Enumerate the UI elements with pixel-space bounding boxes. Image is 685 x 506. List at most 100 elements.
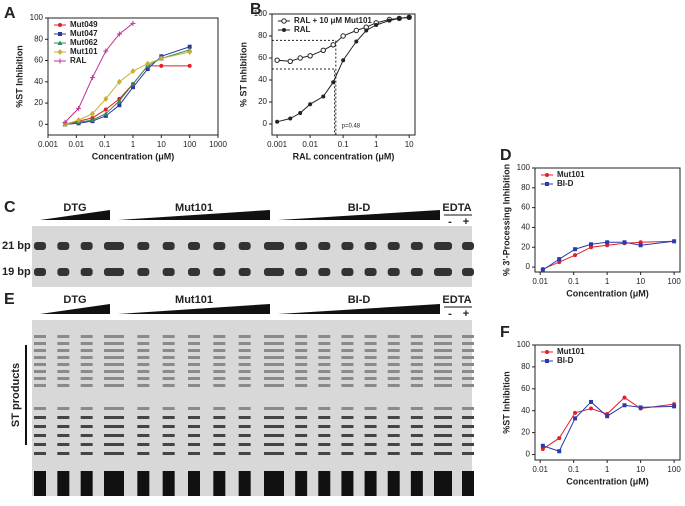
gel-band — [387, 434, 400, 437]
gel-band — [57, 335, 70, 338]
data-point — [130, 20, 136, 26]
x-axis-title: Concentration (μM) — [566, 288, 649, 298]
gel-band — [80, 242, 93, 250]
gel-band — [112, 363, 124, 366]
group-label: BI-D — [348, 202, 371, 214]
data-point — [341, 58, 346, 63]
gel-band — [341, 342, 354, 345]
gel-band — [238, 268, 251, 276]
gel-band — [57, 356, 70, 359]
gel-band — [104, 370, 116, 373]
gel-band — [295, 377, 308, 380]
panel-label: E — [4, 291, 15, 308]
data-point — [540, 443, 545, 448]
data-point — [297, 55, 303, 61]
legend-label: BI-D — [557, 179, 574, 188]
gel-band — [318, 425, 331, 428]
gel-band — [272, 268, 284, 276]
data-point — [331, 80, 336, 85]
concentration-wedge — [278, 210, 440, 220]
gel-band — [462, 471, 474, 496]
gel-band — [80, 370, 93, 373]
data-point — [116, 98, 122, 103]
gel-band — [295, 370, 308, 373]
gel-band — [341, 452, 354, 455]
gel-band — [112, 443, 124, 446]
legend-label: RAL — [294, 25, 311, 34]
gel-band — [318, 363, 331, 366]
data-point — [340, 33, 346, 39]
gel-band — [80, 349, 93, 352]
gel-band — [295, 363, 308, 366]
gel-band — [387, 370, 400, 373]
gel-band — [34, 416, 46, 419]
gel-band — [112, 407, 124, 410]
data-point — [540, 447, 545, 452]
gel-band — [364, 384, 377, 387]
gel-band — [57, 452, 70, 455]
y-axis-title: % ST Inhibition — [238, 42, 248, 107]
gel-band — [137, 425, 150, 428]
gel-band — [272, 443, 284, 446]
gel-band — [410, 384, 423, 387]
gel-band — [364, 471, 377, 496]
annotation: p=0.48 — [342, 124, 361, 130]
y-tick-label: 40 — [34, 77, 43, 86]
gel-band — [238, 443, 251, 446]
side-label: ST products — [10, 363, 22, 427]
panel-label: B — [250, 1, 262, 18]
gel-band — [272, 363, 284, 366]
gel-band — [440, 384, 452, 387]
control-label: + — [463, 216, 469, 228]
x-tick-label: 1 — [605, 277, 610, 286]
gel-band — [34, 434, 46, 437]
data-point — [557, 257, 562, 262]
gel-band — [188, 268, 200, 276]
gel-band — [341, 407, 354, 410]
gel-band — [387, 407, 400, 410]
gel-band — [318, 342, 331, 345]
data-point — [116, 78, 122, 85]
data-point — [622, 240, 627, 245]
gel-band — [440, 342, 452, 345]
gel-band — [34, 443, 46, 446]
gel-band — [112, 356, 124, 359]
gel-band — [410, 356, 423, 359]
gel-band — [341, 356, 354, 359]
gel-band — [238, 407, 251, 410]
gel-band — [80, 443, 93, 446]
x-axis-title: RAL concentration (μM) — [293, 151, 395, 161]
gel-band — [272, 370, 284, 373]
y-tick-label: 100 — [517, 163, 531, 172]
gel-band — [364, 268, 377, 276]
gel-band — [387, 452, 400, 455]
legend-label: BI-D — [557, 356, 574, 365]
gel-band — [57, 434, 70, 437]
gel-band — [112, 349, 124, 352]
gel-band — [318, 242, 331, 250]
series-line — [542, 401, 675, 452]
gel-band — [318, 268, 331, 276]
data-point — [354, 39, 359, 44]
data-point — [638, 405, 643, 410]
data-point — [321, 94, 326, 99]
gel-band — [387, 377, 400, 380]
gel-band — [34, 335, 46, 338]
data-point — [573, 416, 578, 421]
y-tick-label: 40 — [258, 75, 267, 84]
x-tick-label: 0.01 — [532, 465, 548, 474]
concentration-wedge — [118, 210, 270, 220]
gel-band — [80, 363, 93, 366]
y-tick-label: 100 — [254, 9, 268, 18]
gel-band — [34, 370, 46, 373]
gel-band — [264, 349, 276, 352]
gel-band — [341, 335, 354, 338]
data-point — [589, 242, 594, 247]
gel-band — [162, 363, 175, 366]
gel-band — [80, 434, 93, 437]
gel-band — [264, 363, 276, 366]
gel-band — [137, 407, 150, 410]
band-label: 21 bp — [2, 240, 31, 252]
gel-band — [104, 335, 116, 338]
gel-band — [364, 349, 377, 352]
